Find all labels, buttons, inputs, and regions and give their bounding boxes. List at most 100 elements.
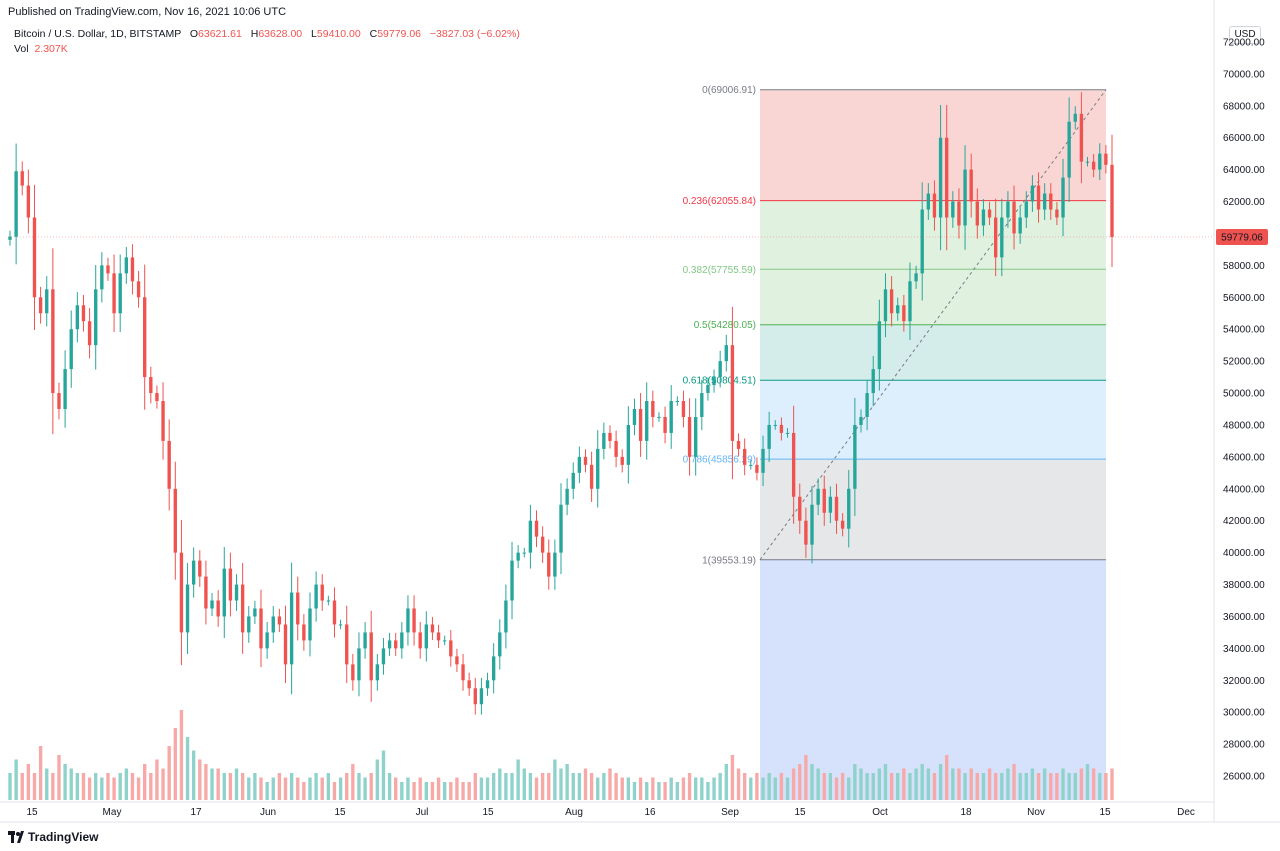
- volume-bar: [889, 773, 894, 800]
- candle-body: [51, 289, 55, 394]
- volume-bar: [81, 773, 86, 800]
- candle-body: [828, 496, 833, 513]
- candle-body: [118, 273, 122, 314]
- candle-body: [100, 265, 104, 290]
- volume-bar: [228, 773, 233, 800]
- symbol-legend: Bitcoin / U.S. Dollar, 1D, BITSTAMP O636…: [14, 28, 526, 40]
- volume-bar: [504, 773, 508, 800]
- x-tick-label: Nov: [1027, 807, 1045, 818]
- candle-body: [253, 608, 257, 617]
- candle-body: [645, 401, 649, 441]
- volume-bar: [791, 768, 796, 800]
- y-tick-label: 36000.00: [1223, 612, 1265, 623]
- candle-body: [749, 464, 753, 466]
- volume-bar: [883, 764, 888, 800]
- volume-bar: [179, 710, 184, 800]
- volume-bar: [510, 773, 514, 800]
- candle-body: [651, 401, 655, 417]
- volume-bar: [681, 777, 686, 800]
- volume-bar: [920, 764, 924, 800]
- volume-bar: [859, 768, 863, 800]
- candle-body: [375, 664, 380, 681]
- volume-bar: [632, 782, 637, 800]
- high-value: 63628.00: [258, 28, 303, 40]
- candle-body: [185, 584, 190, 633]
- y-tick-label: 44000.00: [1223, 484, 1265, 495]
- volume-bar: [240, 773, 245, 800]
- volume-bar: [69, 768, 73, 800]
- volume-bar: [614, 773, 618, 800]
- volume-bar: [694, 777, 698, 800]
- y-tick-label: 62000.00: [1223, 197, 1265, 208]
- volume-bar: [216, 768, 220, 800]
- published-header: Published on TradingView.com, Nov 16, 20…: [8, 6, 287, 18]
- currency-badge[interactable]: USD: [1229, 26, 1261, 44]
- fib-level-label: 0.618(50804.51): [683, 376, 756, 387]
- candle-body: [222, 568, 226, 617]
- volume-bar: [394, 777, 398, 800]
- fib-zone: [760, 269, 1106, 325]
- candle-body: [694, 416, 698, 457]
- candle-body: [302, 624, 306, 641]
- candle-body: [626, 424, 631, 465]
- low-value: 59410.00: [316, 28, 361, 40]
- volume-bar: [406, 777, 410, 800]
- volume-bar: [234, 768, 239, 800]
- volume-bar: [993, 773, 998, 800]
- x-tick-label: Jul: [416, 807, 429, 818]
- volume-bar: [1036, 773, 1041, 800]
- volume-bar: [969, 768, 973, 800]
- candle-body: [1006, 201, 1010, 218]
- symbol-title[interactable]: Bitcoin / U.S. Dollar, 1D, BITSTAMP: [14, 28, 182, 40]
- volume-bar: [455, 777, 459, 800]
- y-tick-label: 32000.00: [1223, 676, 1265, 687]
- volume-bar: [400, 782, 404, 800]
- candle-body: [877, 321, 882, 370]
- volume-bar: [987, 768, 992, 800]
- candle-body: [155, 393, 159, 402]
- volume-bar: [1098, 773, 1102, 800]
- y-tick-label: 26000.00: [1223, 772, 1265, 783]
- volume-bar: [798, 764, 802, 800]
- candle-body: [908, 281, 912, 322]
- y-tick-label: 30000.00: [1223, 708, 1265, 719]
- candle-body: [596, 448, 600, 489]
- volume-bar: [222, 773, 226, 800]
- volume-bar: [645, 782, 649, 800]
- volume-bar: [945, 755, 949, 800]
- x-tick-label: 15: [1099, 807, 1111, 818]
- candle-body: [1061, 177, 1065, 218]
- volume-bar: [351, 764, 355, 800]
- candle-body: [106, 265, 110, 274]
- volume-bar: [20, 773, 24, 800]
- volume-bar: [1067, 773, 1071, 800]
- fib-level-label: 0.382(57755.59): [683, 265, 756, 276]
- open-value: 63621.61: [198, 28, 242, 40]
- volume-bar: [871, 773, 875, 800]
- candle-body: [436, 632, 441, 641]
- y-tick-label: 40000.00: [1223, 548, 1265, 559]
- candle-body: [963, 169, 967, 226]
- candle-body: [981, 209, 986, 226]
- volume-bar: [185, 737, 190, 800]
- volume-bar: [100, 777, 104, 800]
- candle-body: [638, 409, 643, 441]
- volume-bar: [1079, 768, 1084, 800]
- candle-body: [442, 640, 447, 642]
- volume-bar: [412, 782, 416, 800]
- volume-bar: [418, 777, 422, 800]
- volume-bar: [1049, 773, 1053, 800]
- volume-bar: [198, 759, 202, 800]
- candle-body: [742, 448, 747, 465]
- candle-body: [945, 137, 949, 218]
- candle-body: [38, 297, 43, 314]
- candle-body: [112, 273, 116, 314]
- fib-level-label: 0.786(45856.29): [683, 455, 756, 466]
- volume-bar: [810, 764, 814, 800]
- volume-bar: [908, 773, 912, 800]
- candle-body: [136, 281, 141, 298]
- candle-body: [1018, 217, 1022, 234]
- candle-body: [1067, 121, 1071, 178]
- volume-bar: [718, 773, 722, 800]
